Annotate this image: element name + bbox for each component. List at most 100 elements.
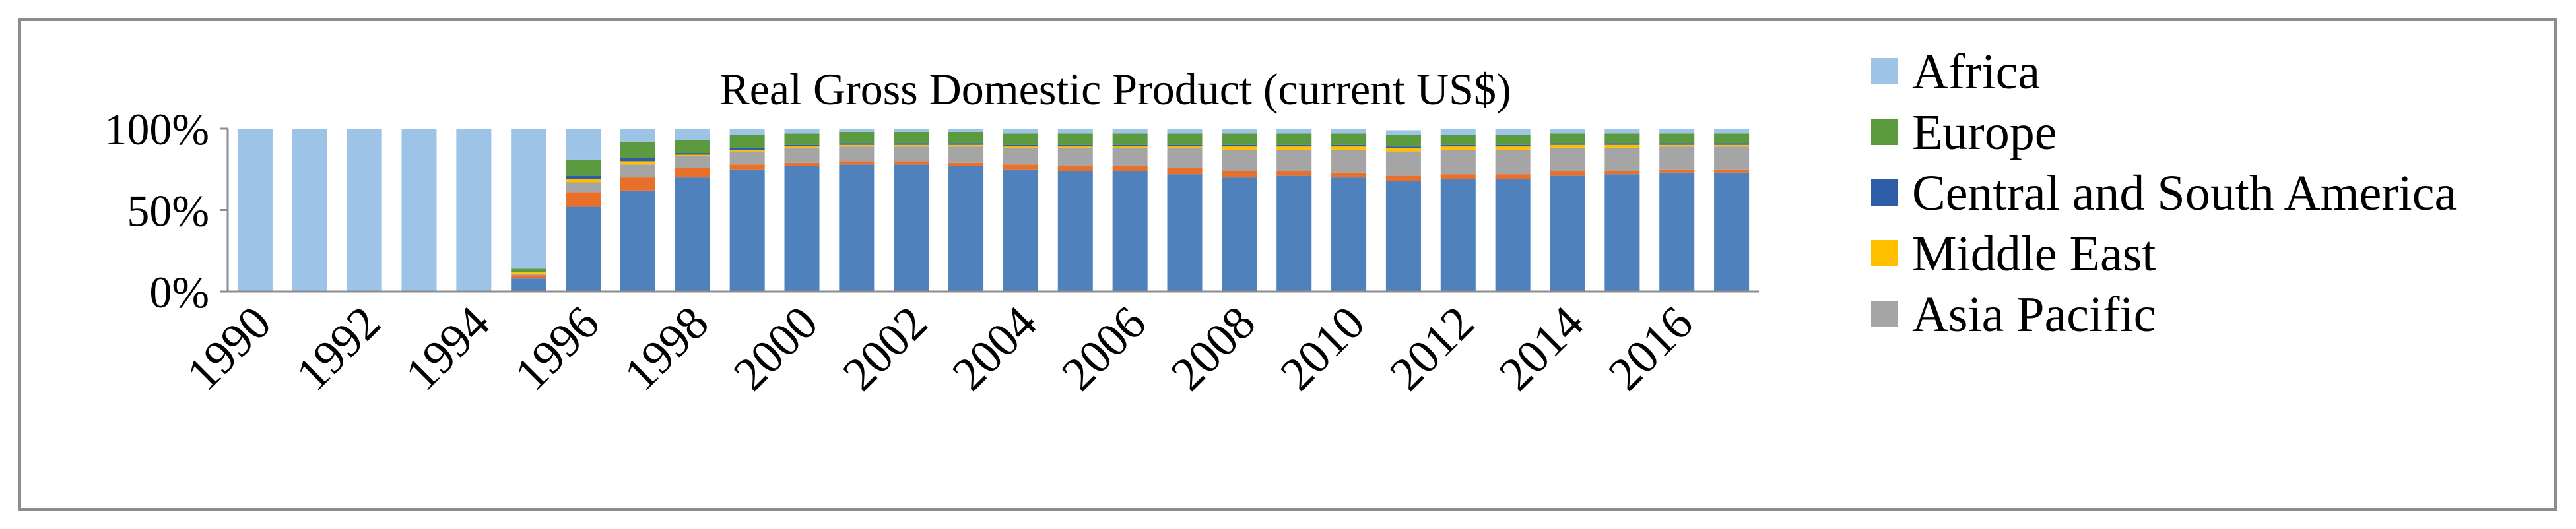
x-tick-label: 2010: [1270, 296, 1374, 400]
bar-segment-1999-s2: [729, 151, 765, 165]
bar-segment-2002-s5: [894, 131, 929, 144]
bar-segment-2009-s3: [1276, 146, 1312, 150]
y-tick-label: 100%: [104, 104, 209, 154]
bar-segment-2013-s4: [1495, 144, 1531, 147]
bar-segment-2002-s3: [894, 144, 929, 147]
bar-segment-2001-s3: [839, 144, 875, 147]
legend-label-1: Europe: [1912, 105, 2057, 160]
bar-segment-2012-s4: [1440, 144, 1476, 147]
bar-segment-2001-s1: [839, 161, 875, 165]
bar-segment-1996-s3: [566, 179, 601, 183]
bar-segment-2003-s2: [948, 146, 984, 163]
bar-segment-2015-s3: [1604, 144, 1640, 148]
bar-segment-2012-s0: [1440, 179, 1476, 292]
bar-segment-2000-s4: [784, 144, 820, 147]
bar-segment-2004-s6: [1003, 129, 1038, 134]
x-tick-label: 2000: [723, 296, 828, 400]
bar-segment-1995-s2: [511, 273, 546, 276]
bar-segment-2009-s2: [1276, 150, 1312, 171]
bar-segment-1999-s0: [729, 169, 765, 292]
bar-segment-2015-s4: [1604, 143, 1640, 145]
bar-segment-2001-s6: [839, 129, 875, 132]
bar-segment-2002-s4: [894, 143, 929, 145]
bar-segment-1997-s4: [620, 158, 655, 162]
bar-segment-1990-s6: [237, 129, 273, 292]
bar-segment-2016-s1: [1659, 169, 1695, 173]
bar-segment-1992-s6: [347, 129, 382, 292]
bar-segment-2002-s2: [894, 146, 929, 162]
bar-segment-2005-s3: [1057, 146, 1093, 148]
y-tick-label: 0%: [149, 267, 209, 317]
x-tick-label: 2002: [833, 296, 937, 400]
y-tick-labels: 0% 50% 100%: [104, 104, 209, 317]
bar-segment-2006-s0: [1112, 171, 1148, 292]
bar-segment-2002-s0: [894, 164, 929, 292]
bar-segment-2015-s2: [1604, 148, 1640, 171]
bar-segment-1998-s3: [675, 154, 710, 156]
bar-segment-2016-s2: [1659, 146, 1695, 170]
bar-segment-2011-s4: [1385, 146, 1421, 148]
bar-segment-2015-s5: [1604, 133, 1640, 144]
bar-segment-2011-s6: [1385, 130, 1421, 135]
axes-group: [220, 127, 1759, 293]
bar-segment-2003-s0: [948, 166, 984, 292]
bar-segment-2007-s3: [1167, 146, 1203, 148]
bar-segment-2013-s1: [1495, 174, 1531, 179]
bar-segment-2006-s5: [1112, 133, 1148, 145]
bar-segment-1998-s0: [675, 177, 710, 292]
bar-segment-2016-s6: [1659, 129, 1695, 134]
bar-segment-2002-s1: [894, 161, 929, 165]
bars-group: [237, 129, 1750, 292]
bar-segment-2010-s6: [1331, 129, 1367, 134]
x-tick-label: 2004: [942, 296, 1046, 400]
bar-segment-1997-s0: [620, 190, 655, 292]
chart-title: Real Gross Domestic Product (current US$…: [719, 64, 1511, 114]
x-tick-label: 2014: [1489, 296, 1593, 400]
bar-segment-2010-s5: [1331, 133, 1367, 145]
bar-segment-2000-s3: [784, 146, 820, 148]
bar-segment-1997-s3: [620, 161, 655, 165]
bar-segment-2000-s1: [784, 162, 820, 166]
bar-segment-2007-s5: [1167, 133, 1203, 145]
bar-segment-1998-s2: [675, 156, 710, 168]
bar-segment-2017-s6: [1714, 129, 1750, 134]
bar-segment-1996-s4: [566, 175, 601, 179]
bar-segment-2016-s5: [1659, 133, 1695, 144]
bar-segment-2009-s1: [1276, 171, 1312, 176]
bar-segment-2016-s3: [1659, 144, 1695, 147]
bar-segment-2005-s0: [1057, 171, 1093, 292]
bar-segment-2010-s3: [1331, 146, 1367, 150]
x-tick-label: 1998: [614, 296, 718, 400]
bar-segment-2003-s4: [948, 143, 984, 145]
bar-segment-2013-s5: [1495, 135, 1531, 145]
bar-segment-2001-s4: [839, 143, 875, 145]
bar-segment-2004-s2: [1003, 148, 1038, 165]
bar-segment-2009-s4: [1276, 144, 1312, 147]
bar-segment-1998-s6: [675, 129, 710, 140]
legend-label-0: Africa: [1912, 44, 2040, 100]
bar-segment-2003-s5: [948, 131, 984, 144]
bar-segment-2000-s6: [784, 129, 820, 134]
bar-segment-1997-s2: [620, 164, 655, 178]
bar-segment-1994-s6: [456, 129, 492, 292]
legend-label-2: Central and South America: [1912, 166, 2457, 221]
bar-segment-2012-s5: [1440, 135, 1476, 145]
bar-segment-2005-s1: [1057, 166, 1093, 171]
legend-label-4: Asia Pacific: [1912, 287, 2156, 342]
bar-segment-1993-s6: [401, 129, 437, 292]
bar-segment-1995-s6: [511, 129, 546, 269]
bar-segment-2016-s0: [1659, 172, 1695, 292]
bar-segment-2009-s5: [1276, 133, 1312, 145]
bar-segment-2013-s2: [1495, 150, 1531, 175]
bar-segment-2008-s6: [1222, 129, 1257, 134]
bar-segment-2010-s1: [1331, 172, 1367, 178]
legend-swatch-0: [1871, 58, 1898, 84]
bar-segment-2005-s6: [1057, 129, 1093, 134]
legend-swatch-2: [1871, 179, 1898, 206]
bar-segment-1996-s5: [566, 159, 601, 176]
bar-segment-2005-s4: [1057, 144, 1093, 147]
bar-segment-2011-s5: [1385, 135, 1421, 147]
bar-segment-1999-s3: [729, 150, 765, 152]
x-tick-label: 2008: [1161, 296, 1265, 400]
bar-segment-2006-s3: [1112, 146, 1148, 148]
